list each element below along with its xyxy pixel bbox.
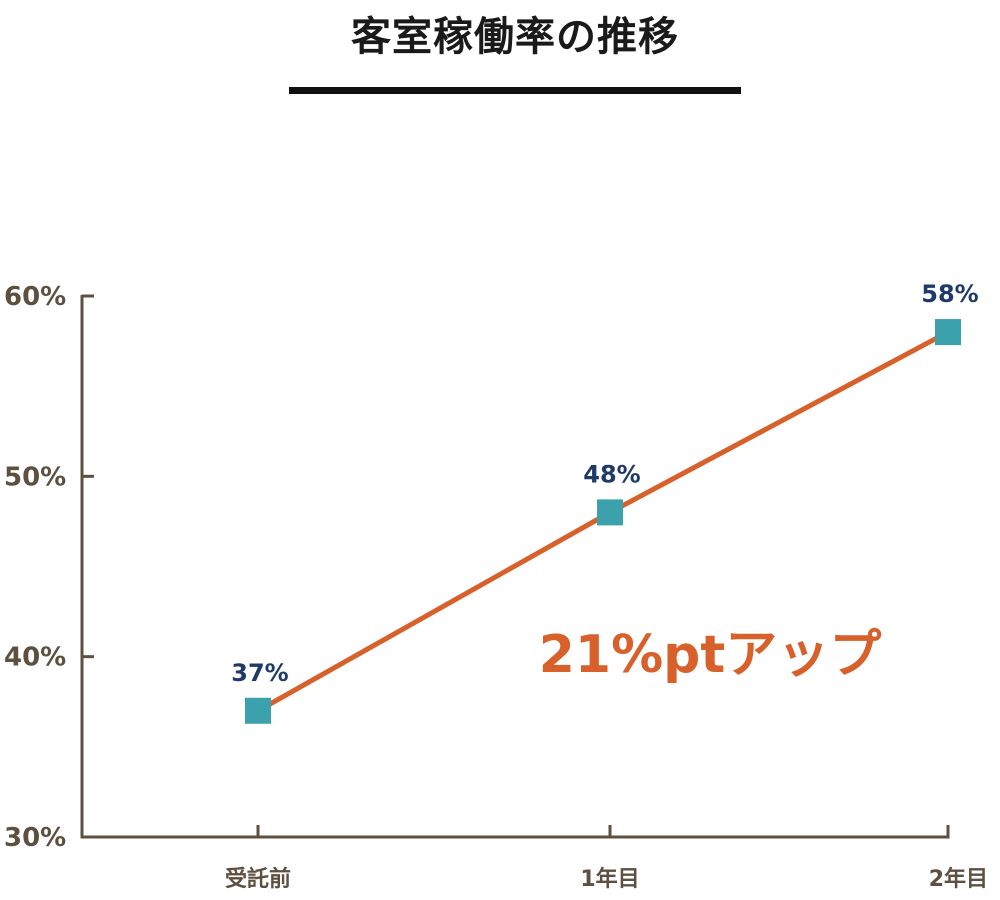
data-labels: 37% 48% 58%	[231, 280, 978, 687]
data-point-marker	[245, 697, 271, 724]
chart-axes	[80, 295, 950, 839]
title-underline	[289, 87, 741, 94]
y-axis-ticks: 30% 40% 50% 60%	[4, 282, 94, 853]
x-axis-ticks: 受託前 1年目 2年目	[225, 825, 988, 892]
y-tick-label: 30%	[4, 823, 66, 853]
data-label: 48%	[583, 460, 640, 488]
y-tick-label: 60%	[4, 282, 66, 312]
data-label: 58%	[921, 280, 978, 308]
y-tick-label: 50%	[4, 462, 66, 492]
x-tick-label: 1年目	[580, 866, 639, 892]
data-point-marker	[935, 319, 961, 346]
chart-annotation: 21%ptアップ	[539, 625, 882, 685]
x-tick-label: 受託前	[225, 866, 291, 892]
chart-title: 客室稼働率の推移	[351, 14, 679, 60]
data-label: 37%	[231, 659, 288, 687]
series-layer	[245, 319, 961, 724]
data-point-marker	[597, 499, 623, 526]
x-tick-label: 2年目	[929, 866, 988, 892]
y-tick-label: 40%	[4, 643, 66, 673]
